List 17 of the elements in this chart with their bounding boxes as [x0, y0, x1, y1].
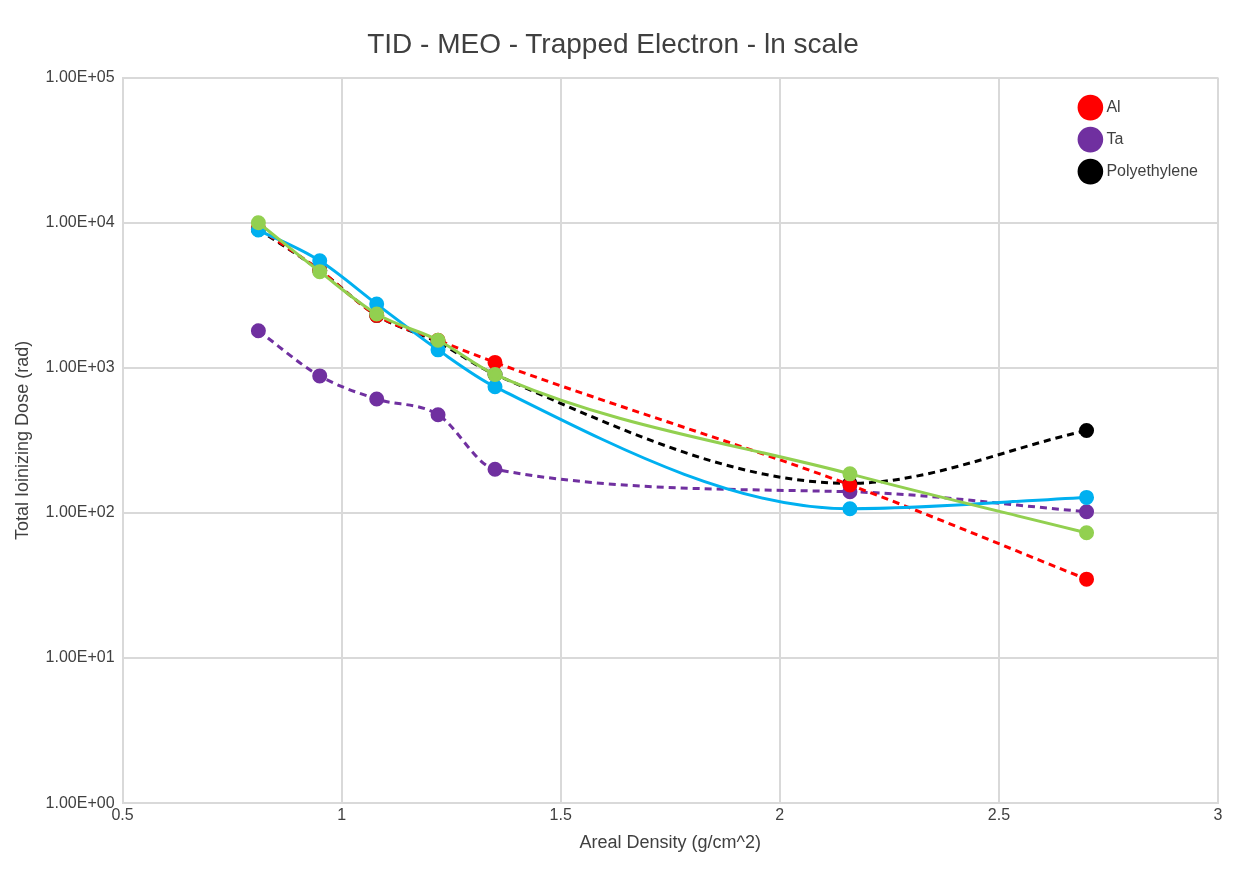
x-tick-label: 1.5: [549, 806, 572, 824]
y-tick-label: 1.00E+04: [45, 213, 115, 231]
x-tick-label: 3: [1213, 806, 1223, 824]
x-axis-title: Areal Density (g/cm^2): [579, 832, 762, 853]
y-tick-label: 1.00E+03: [45, 358, 115, 376]
legend-label: Al: [1106, 98, 1121, 116]
y-axis-title: Total Ioinizing Dose (rad): [11, 340, 32, 540]
x-tick-label: 1: [337, 806, 347, 824]
x-tick-label: 2: [775, 806, 785, 824]
x-tick-label: 2.5: [987, 806, 1011, 824]
legend-label: Polyethylene: [1106, 162, 1199, 180]
x-tick-label: 0.5: [111, 806, 134, 824]
y-tick-label: 1.00E+02: [45, 503, 115, 521]
chart-title: TID - MEO - Trapped Electron - ln scale: [367, 27, 859, 59]
y-tick-label: 1.00E+05: [45, 68, 115, 86]
y-tick-label: 1.00E+01: [45, 648, 115, 666]
legend-label: Ta: [1106, 130, 1124, 148]
